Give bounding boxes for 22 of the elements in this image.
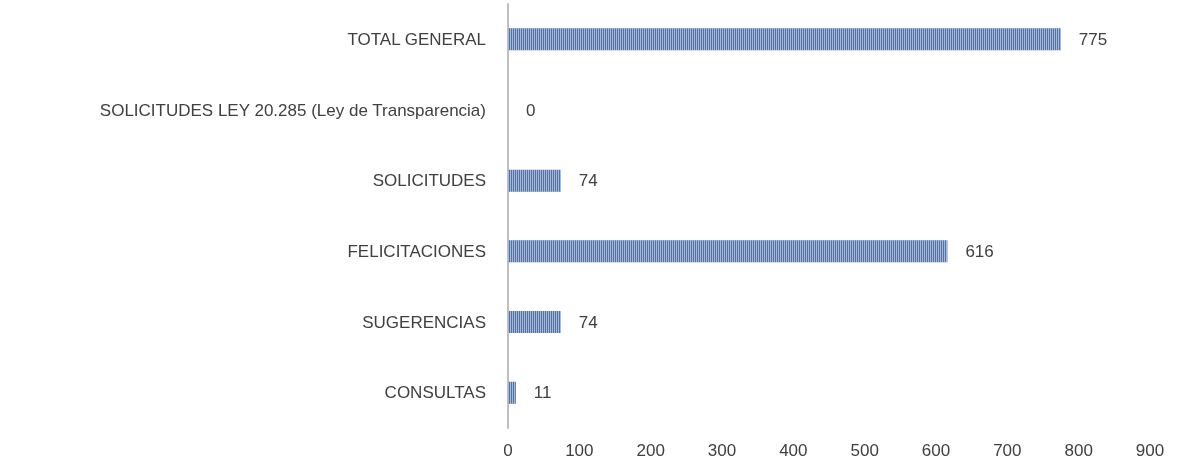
- data-label: 0: [526, 100, 536, 120]
- x-tick-label: 300: [707, 441, 737, 460]
- y-tick-label: SOLICITUDES: [372, 171, 486, 191]
- x-tick-label: 0: [503, 441, 513, 460]
- y-tick-label: TOTAL GENERAL: [347, 29, 486, 49]
- x-tick-label: 800: [1064, 441, 1093, 460]
- data-label: 11: [533, 383, 552, 403]
- x-tick-label: 100: [565, 441, 594, 460]
- y-tick-label: CONSULTAS: [384, 383, 486, 403]
- data-label: 775: [1078, 29, 1108, 49]
- x-tick-label: 700: [993, 441, 1022, 460]
- x-tick-label: 200: [636, 441, 665, 460]
- data-label: 616: [965, 241, 994, 261]
- y-tick-label: SUGERENCIAS: [362, 312, 486, 332]
- x-tick-label: 900: [1135, 441, 1165, 460]
- data-label: 74: [578, 312, 598, 332]
- y-tick-label: SOLICITUDES LEY 20.285 (Ley de Transparencia): [99, 100, 486, 120]
- y-tick-label: FELICITACIONES: [347, 241, 486, 261]
- x-tick-label: 400: [779, 441, 808, 460]
- x-tick-label: 600: [921, 441, 951, 460]
- data-label: 74: [578, 171, 598, 191]
- x-tick-label: 500: [850, 441, 879, 460]
